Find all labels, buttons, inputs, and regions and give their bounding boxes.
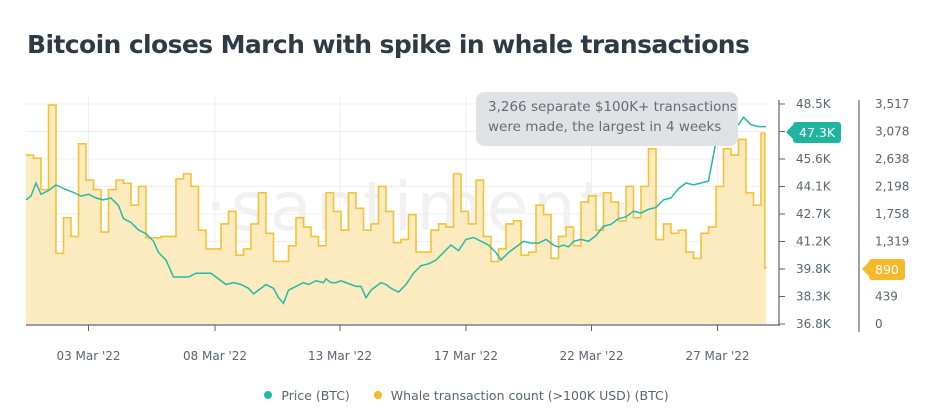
left-tick-label: 36.8K: [796, 317, 832, 331]
legend-item-price[interactable]: Price (BTC): [264, 387, 350, 403]
x-tick-label: 17 Mar '22: [434, 349, 498, 363]
annotation-callout: 3,266 separate $100K+ transactions were …: [476, 92, 738, 146]
santiment-watermark: ·santiment·: [205, 168, 636, 247]
whale-area-fill: [26, 105, 766, 324]
axes: [26, 100, 860, 332]
right-tick-label: 3,517: [875, 97, 909, 111]
annotation-line-2: were made, the largest in 4 weeks: [488, 119, 722, 135]
legend-label: Price (BTC): [281, 387, 350, 403]
x-tick-label: 22 Mar '22: [559, 349, 623, 363]
right-tick-label: 2,638: [875, 152, 909, 166]
left-tick-label: 39.8K: [796, 262, 832, 276]
right-tick-label: 1,758: [875, 207, 909, 221]
dot-icon: [373, 391, 382, 399]
left-tick-label: 41.2K: [796, 235, 832, 249]
x-axis-ticks: 03 Mar '22 08 Mar '22 13 Mar '22 17 Mar '22…: [56, 325, 750, 363]
right-tick-label: 3,078: [875, 125, 909, 139]
right-tick-label: 1,319: [875, 235, 909, 249]
left-tick-label: 45.6K: [796, 152, 832, 166]
left-tick-label: 38.3K: [796, 290, 832, 304]
dot-icon: [264, 391, 273, 399]
legend-item-whale[interactable]: Whale transaction count (>100K USD) (BTC…: [373, 387, 669, 403]
price-line: [25, 115, 766, 305]
left-tick-label: 48.5K: [796, 97, 832, 111]
legend: Price (BTC) Whale transaction count (>10…: [0, 387, 933, 403]
x-tick-label: 13 Mar '22: [308, 349, 372, 363]
x-tick-label: 27 Mar '22: [685, 349, 749, 363]
annotation-line-1: 3,266 separate $100K+ transactions: [488, 99, 737, 115]
x-tick-label: 08 Mar '22: [183, 349, 247, 363]
whale-value-badge: 890: [862, 259, 905, 280]
right-tick-label: 0: [875, 317, 883, 331]
x-tick-label: 03 Mar '22: [56, 349, 120, 363]
left-tick-label: 44.1K: [796, 180, 832, 194]
left-tick-label: 42.7K: [796, 207, 832, 221]
right-tick-label: 2,198: [875, 180, 909, 194]
right-tick-label: 439: [875, 290, 898, 304]
price-value-badge: 47.3K: [785, 121, 842, 143]
legend-label: Whale transaction count (>100K USD) (BTC…: [390, 387, 669, 403]
chart-title: Bitcoin closes March with spike in whale…: [27, 30, 750, 59]
left-axis-ticks: 48.5K 45.6K 44.1K 42.7K 41.2K 39.8K 38.3K 36.8K: [779, 97, 832, 331]
right-axis-ticks: 3,517 3,078 2,638 2,198 1,758 1,319 439 0: [875, 97, 909, 331]
price-series: [25, 115, 766, 305]
